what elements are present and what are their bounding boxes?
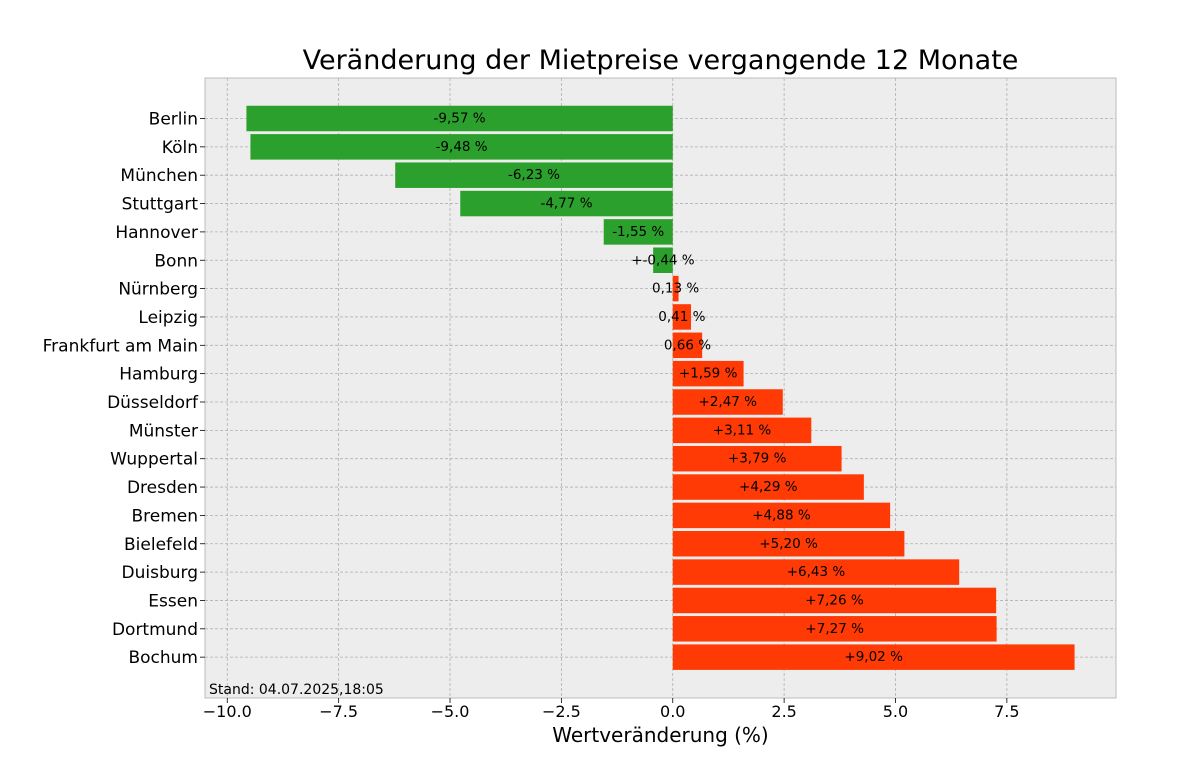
data-label: +5,20 % xyxy=(759,536,818,552)
data-label: +1,59 % xyxy=(679,366,738,382)
data-labels: -9,57 % -9,48 % -6,23 % -4,77 % -1,55 % +-0,4… xyxy=(434,111,904,666)
data-label: +4,29 % xyxy=(739,479,798,495)
bars xyxy=(246,105,1075,670)
bar xyxy=(672,304,692,330)
chart-title: Veränderung der Mietpreise vergangende 1… xyxy=(303,45,1019,76)
bar xyxy=(395,162,673,188)
bar xyxy=(672,616,997,642)
x-tick-label: −7.5 xyxy=(319,702,358,721)
data-label: 0,13 % xyxy=(652,281,699,297)
plot-frame xyxy=(204,77,1117,699)
data-label: -9,57 % xyxy=(434,111,486,127)
data-label: +2,47 % xyxy=(699,394,758,410)
category-label: Dortmund xyxy=(112,620,198,640)
x-tick-label: −2.5 xyxy=(542,702,581,721)
data-label: -4,77 % xyxy=(540,196,592,212)
data-label: +4,88 % xyxy=(752,507,811,523)
bar xyxy=(672,332,703,359)
bar xyxy=(672,474,864,500)
category-label: Dresden xyxy=(127,478,198,498)
category-label: Leipzig xyxy=(138,308,198,328)
bar xyxy=(672,531,905,557)
x-tick-label: −10.0 xyxy=(203,702,252,721)
category-label: Düsseldorf xyxy=(107,393,199,413)
bar xyxy=(672,644,1075,670)
bar xyxy=(672,559,960,585)
data-label: -1,55 % xyxy=(612,224,664,240)
bar xyxy=(653,247,673,273)
bar xyxy=(250,134,673,160)
bar xyxy=(672,502,891,529)
bar xyxy=(672,587,997,614)
category-label: Köln xyxy=(162,138,198,158)
category-label: München xyxy=(120,166,198,186)
bar xyxy=(672,360,744,387)
data-label: +9,02 % xyxy=(844,649,903,665)
x-axis-ticks: −10.0 −7.5 −5.0 −2.5 0.0 2.5 5.0 7.5 xyxy=(203,698,1020,721)
category-label: Stuttgart xyxy=(122,195,199,215)
data-label: +7,27 % xyxy=(805,621,864,637)
data-label: +3,79 % xyxy=(728,451,787,467)
bar xyxy=(672,389,783,415)
data-label: 0,66 % xyxy=(664,337,711,353)
category-label: Bochum xyxy=(128,648,198,668)
category-label: Bielefeld xyxy=(124,535,198,555)
x-tick-label: 7.5 xyxy=(994,702,1019,721)
category-label: Bremen xyxy=(131,506,198,526)
data-label: +-0,44 % xyxy=(631,252,695,268)
data-label: -6,23 % xyxy=(508,167,560,183)
bar xyxy=(460,190,673,217)
bar xyxy=(603,219,673,245)
data-label: +6,43 % xyxy=(787,564,846,580)
category-label: Essen xyxy=(148,591,198,611)
data-label: +3,11 % xyxy=(713,422,772,438)
data-label: 0,41 % xyxy=(658,309,705,325)
timestamp-annotation: Stand: 04.07.2025,18:05 xyxy=(209,682,384,698)
data-label: +7,26 % xyxy=(805,592,864,608)
x-tick-label: −5.0 xyxy=(431,702,470,721)
bar xyxy=(672,275,679,302)
category-label: Berlin xyxy=(149,110,198,130)
data-label: -9,48 % xyxy=(436,139,488,155)
bar xyxy=(672,417,812,444)
category-label: Nürnberg xyxy=(118,280,198,300)
category-label: Hamburg xyxy=(119,365,198,385)
category-label: Hannover xyxy=(115,223,198,243)
category-label: Münster xyxy=(129,421,198,441)
bar xyxy=(672,445,842,472)
category-label: Wuppertal xyxy=(110,450,198,470)
x-tick-label: 2.5 xyxy=(771,702,796,721)
category-label: Duisburg xyxy=(122,563,199,583)
x-axis-label: Wertveränderung (%) xyxy=(552,723,769,747)
category-label: Bonn xyxy=(154,251,198,271)
bar xyxy=(246,105,673,132)
y-axis-ticks: Berlin Köln München Stuttgart Hannover Bonn Nü… xyxy=(43,110,205,668)
x-tick-label: 5.0 xyxy=(883,702,908,721)
x-tick-label: 0.0 xyxy=(660,702,685,721)
category-label: Frankfurt am Main xyxy=(43,336,198,356)
